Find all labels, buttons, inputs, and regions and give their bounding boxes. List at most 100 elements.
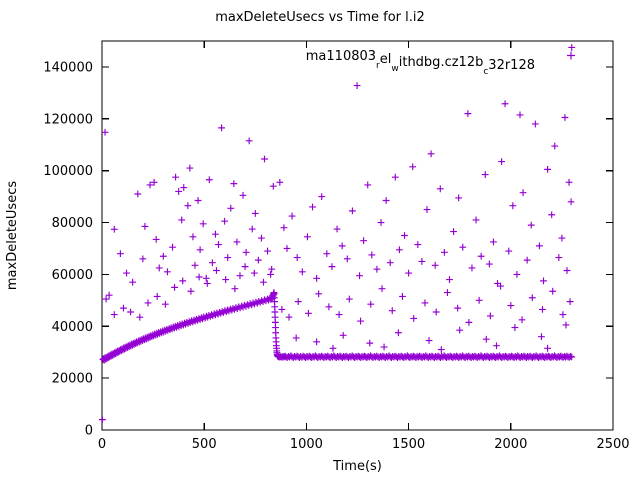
data-point <box>437 346 445 354</box>
data-point <box>195 273 203 281</box>
data-point <box>565 178 573 186</box>
data-point <box>116 250 124 258</box>
data-point <box>250 269 258 277</box>
data-point <box>150 178 158 186</box>
data-point <box>511 324 519 331</box>
data-point <box>559 311 567 318</box>
data-point <box>123 269 130 277</box>
data-point <box>548 211 556 219</box>
data-point <box>558 234 566 242</box>
data-point <box>382 197 390 204</box>
data-point <box>283 245 291 252</box>
data-point <box>456 326 464 334</box>
data-point <box>338 242 346 250</box>
data-point <box>509 202 517 210</box>
plot-frame <box>101 40 614 431</box>
data-point <box>482 335 490 343</box>
data-point <box>278 306 286 313</box>
data-point <box>367 300 375 308</box>
data-point <box>423 206 431 213</box>
data-point <box>164 268 171 276</box>
data-point <box>222 276 230 283</box>
data-point <box>323 250 331 258</box>
data-point <box>325 303 333 311</box>
data-point <box>267 271 275 278</box>
chart-title: maxDeleteUsecs vs Time for l.i2 <box>215 10 425 25</box>
legend-marker-icon <box>567 51 575 60</box>
data-point <box>388 307 396 315</box>
data-point <box>519 189 527 197</box>
data-point <box>444 289 451 296</box>
data-point <box>566 298 574 306</box>
y-tick-label: 40000 <box>52 320 93 335</box>
data-point <box>567 198 575 206</box>
data-point <box>440 248 448 256</box>
data-point <box>538 333 545 341</box>
data-point <box>501 100 509 108</box>
data-point <box>276 178 284 186</box>
data-point <box>268 265 276 273</box>
data-point <box>353 82 361 90</box>
data-point <box>335 311 343 318</box>
data-point <box>233 238 241 246</box>
y-tick-label: 20000 <box>52 372 93 387</box>
y-tick-label: 140000 <box>43 60 93 75</box>
data-point <box>472 216 480 224</box>
x-axis-ticks: 0 500 1000 1500 2000 2500 <box>98 41 630 452</box>
x-tick-label: 1000 <box>290 437 323 452</box>
data-point <box>540 277 547 285</box>
data-point <box>391 173 399 181</box>
data-point <box>455 194 463 202</box>
legend[interactable]: ma110803relwithdbg.cz12bc32r128 <box>306 49 575 77</box>
data-point <box>563 267 571 274</box>
data-point <box>313 274 321 282</box>
data-point <box>245 137 253 145</box>
data-point <box>258 234 265 242</box>
data-point <box>153 293 161 300</box>
data-point <box>254 256 262 264</box>
data-point <box>298 268 306 276</box>
data-point <box>194 197 202 204</box>
data-point <box>490 238 497 246</box>
data-point <box>191 261 199 269</box>
x-tick-label: 500 <box>192 437 217 452</box>
data-point <box>212 230 219 238</box>
data-point <box>205 176 213 184</box>
data-point <box>248 225 256 233</box>
x-tick-label: 2500 <box>596 437 629 452</box>
y-tick-label: 0 <box>85 424 93 439</box>
legend-label: ma110803relwithdbg.cz12bc32r128 <box>306 49 535 77</box>
data-point <box>208 259 216 267</box>
data-point <box>516 111 524 119</box>
data-point <box>366 339 374 347</box>
data-point <box>120 304 127 312</box>
data-point <box>189 233 197 241</box>
y-axis-label: maxDeleteUsecs <box>5 181 20 290</box>
data-point <box>231 285 239 293</box>
data-point <box>180 184 188 191</box>
data-point <box>186 164 194 172</box>
data-point <box>477 252 485 260</box>
data-point <box>213 267 220 274</box>
data-point <box>261 155 268 163</box>
data-point <box>468 264 476 272</box>
data-point <box>549 287 557 295</box>
data-point <box>409 163 417 171</box>
data-point <box>293 254 301 261</box>
data-point <box>450 228 457 236</box>
data-point <box>318 193 326 200</box>
data-point <box>139 255 147 263</box>
x-tick-label: 0 <box>98 437 106 452</box>
data-point <box>528 294 536 302</box>
x-tick-label: 1500 <box>392 437 425 452</box>
data-point <box>152 235 160 243</box>
data-point <box>218 124 225 132</box>
data-point <box>405 269 412 277</box>
data-point <box>202 274 210 282</box>
data-point <box>224 254 232 261</box>
data-point <box>513 271 521 278</box>
data-point <box>215 241 222 248</box>
data-point <box>239 191 247 199</box>
data-point <box>475 296 483 304</box>
